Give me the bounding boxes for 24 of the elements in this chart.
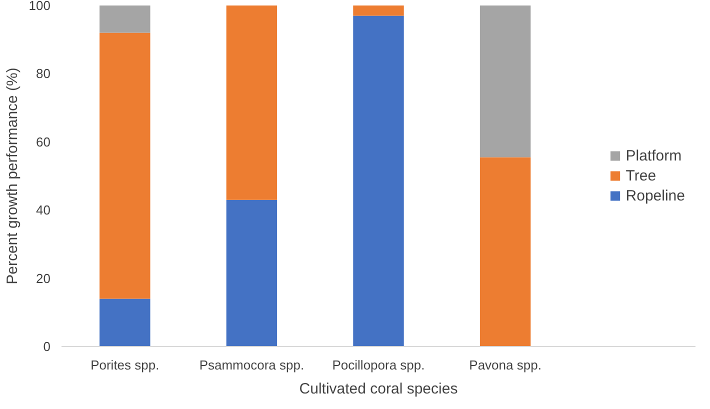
bar [100,298,150,346]
x-axis-title: Cultivated coral species [299,380,458,398]
bar [100,6,150,33]
legend-label: Platform [626,147,682,164]
y-tick-label: 80 [36,66,51,82]
x-tick-label: Psammocora spp. [199,358,304,372]
x-tick-label: Pocillopora spp. [332,358,425,372]
bar [480,157,531,346]
y-tick-label: 60 [36,134,51,150]
bar [353,6,404,16]
legend-label: Ropeline [626,187,685,204]
bar [226,200,278,346]
y-tick-label: 40 [36,202,51,218]
bar [100,32,150,299]
y-tick-label: 0 [43,339,51,354]
legend-label: Tree [626,167,656,184]
bar [480,6,531,158]
x-tick-label: Porites spp. [90,358,160,372]
bar [353,16,404,346]
y-tick-label: 20 [36,270,51,286]
x-tick-label: Pavona spp. [469,358,542,372]
y-axis-title: Percent growth performance (%) [4,68,21,284]
y-tick-label: 100 [28,0,51,13]
bar [226,6,278,200]
